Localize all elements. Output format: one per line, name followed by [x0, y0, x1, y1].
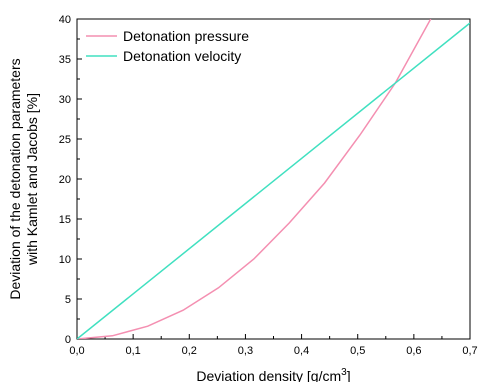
x-tick-label: 0,6: [406, 345, 421, 357]
y-tick-label: 0: [65, 334, 71, 346]
y-tick-label: 25: [59, 134, 71, 146]
y-tick-label: 20: [59, 174, 71, 186]
x-tick-label: 0,1: [125, 345, 140, 357]
y-tick-label: 5: [65, 294, 71, 306]
x-tick-label: 0,4: [294, 345, 309, 357]
y-axis-title-line2: with Kamlet and Jacobs [%]: [24, 93, 40, 266]
series-line-detonation-pressure: [77, 19, 432, 339]
y-tick-label: 40: [59, 14, 71, 26]
x-axis-title: Deviation density [g/cm3]: [196, 367, 350, 382]
series-line-detonation-velocity: [77, 22, 470, 339]
axis-tick-labels: 0,0 0,1 0,2 0,3 0,4 0,5 0,6 0,7 0 5 10 15 20 25 30 35 40: [59, 14, 478, 357]
legend-label-velocity: Detonation velocity: [123, 48, 241, 64]
y-tick-label: 10: [59, 254, 71, 266]
y-tick-label: 35: [59, 54, 71, 66]
legend-label-pressure: Detonation pressure: [123, 28, 249, 44]
x-tick-label: 0,5: [350, 345, 365, 357]
y-tick-label: 15: [59, 214, 71, 226]
x-tick-label: 0,0: [69, 345, 84, 357]
y-tick-label: 30: [59, 94, 71, 106]
x-tick-label: 0,7: [462, 345, 477, 357]
series-lines: [77, 19, 470, 339]
legend: Detonation pressure Detonation velocity: [86, 28, 249, 64]
x-tick-label: 0,3: [238, 345, 253, 357]
x-tick-label: 0,2: [182, 345, 197, 357]
y-axis-title-line1: Deviation of the detonation parameters: [7, 58, 23, 299]
axis-ticks: [76, 18, 471, 340]
